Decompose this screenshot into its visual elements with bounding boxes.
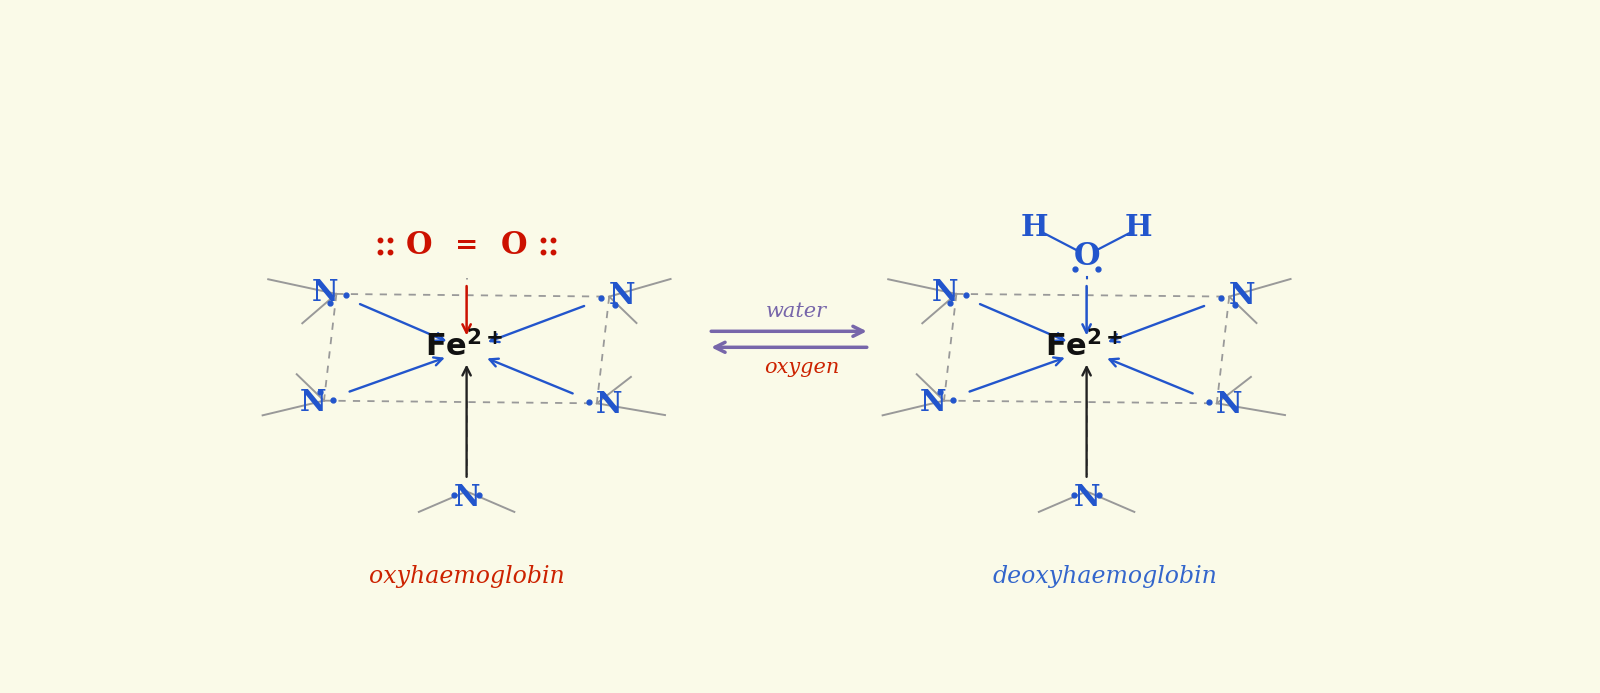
Text: O: O	[1074, 241, 1099, 272]
Text: N: N	[299, 388, 326, 416]
Text: O: O	[406, 230, 432, 261]
Text: N: N	[1229, 281, 1254, 310]
Text: H: H	[1125, 213, 1152, 242]
Text: N: N	[920, 388, 946, 416]
Text: N: N	[595, 390, 622, 419]
Text: water: water	[766, 301, 827, 320]
Text: N: N	[1216, 390, 1243, 419]
Text: $\mathbf{Fe^{2+}}$: $\mathbf{Fe^{2+}}$	[426, 331, 504, 363]
Text: oxyhaemoglobin: oxyhaemoglobin	[368, 565, 565, 588]
Text: $\mathbf{Fe^{2+}}$: $\mathbf{Fe^{2+}}$	[1045, 331, 1123, 363]
Text: O: O	[501, 230, 526, 261]
Text: N: N	[312, 278, 339, 307]
Text: N: N	[1074, 483, 1099, 512]
Text: =: =	[454, 232, 478, 259]
Text: oxygen: oxygen	[763, 358, 838, 377]
Text: N: N	[453, 483, 480, 512]
Text: N: N	[608, 281, 635, 310]
Text: deoxyhaemoglobin: deoxyhaemoglobin	[992, 565, 1218, 588]
Text: H: H	[1021, 213, 1048, 242]
Text: N: N	[931, 278, 958, 307]
